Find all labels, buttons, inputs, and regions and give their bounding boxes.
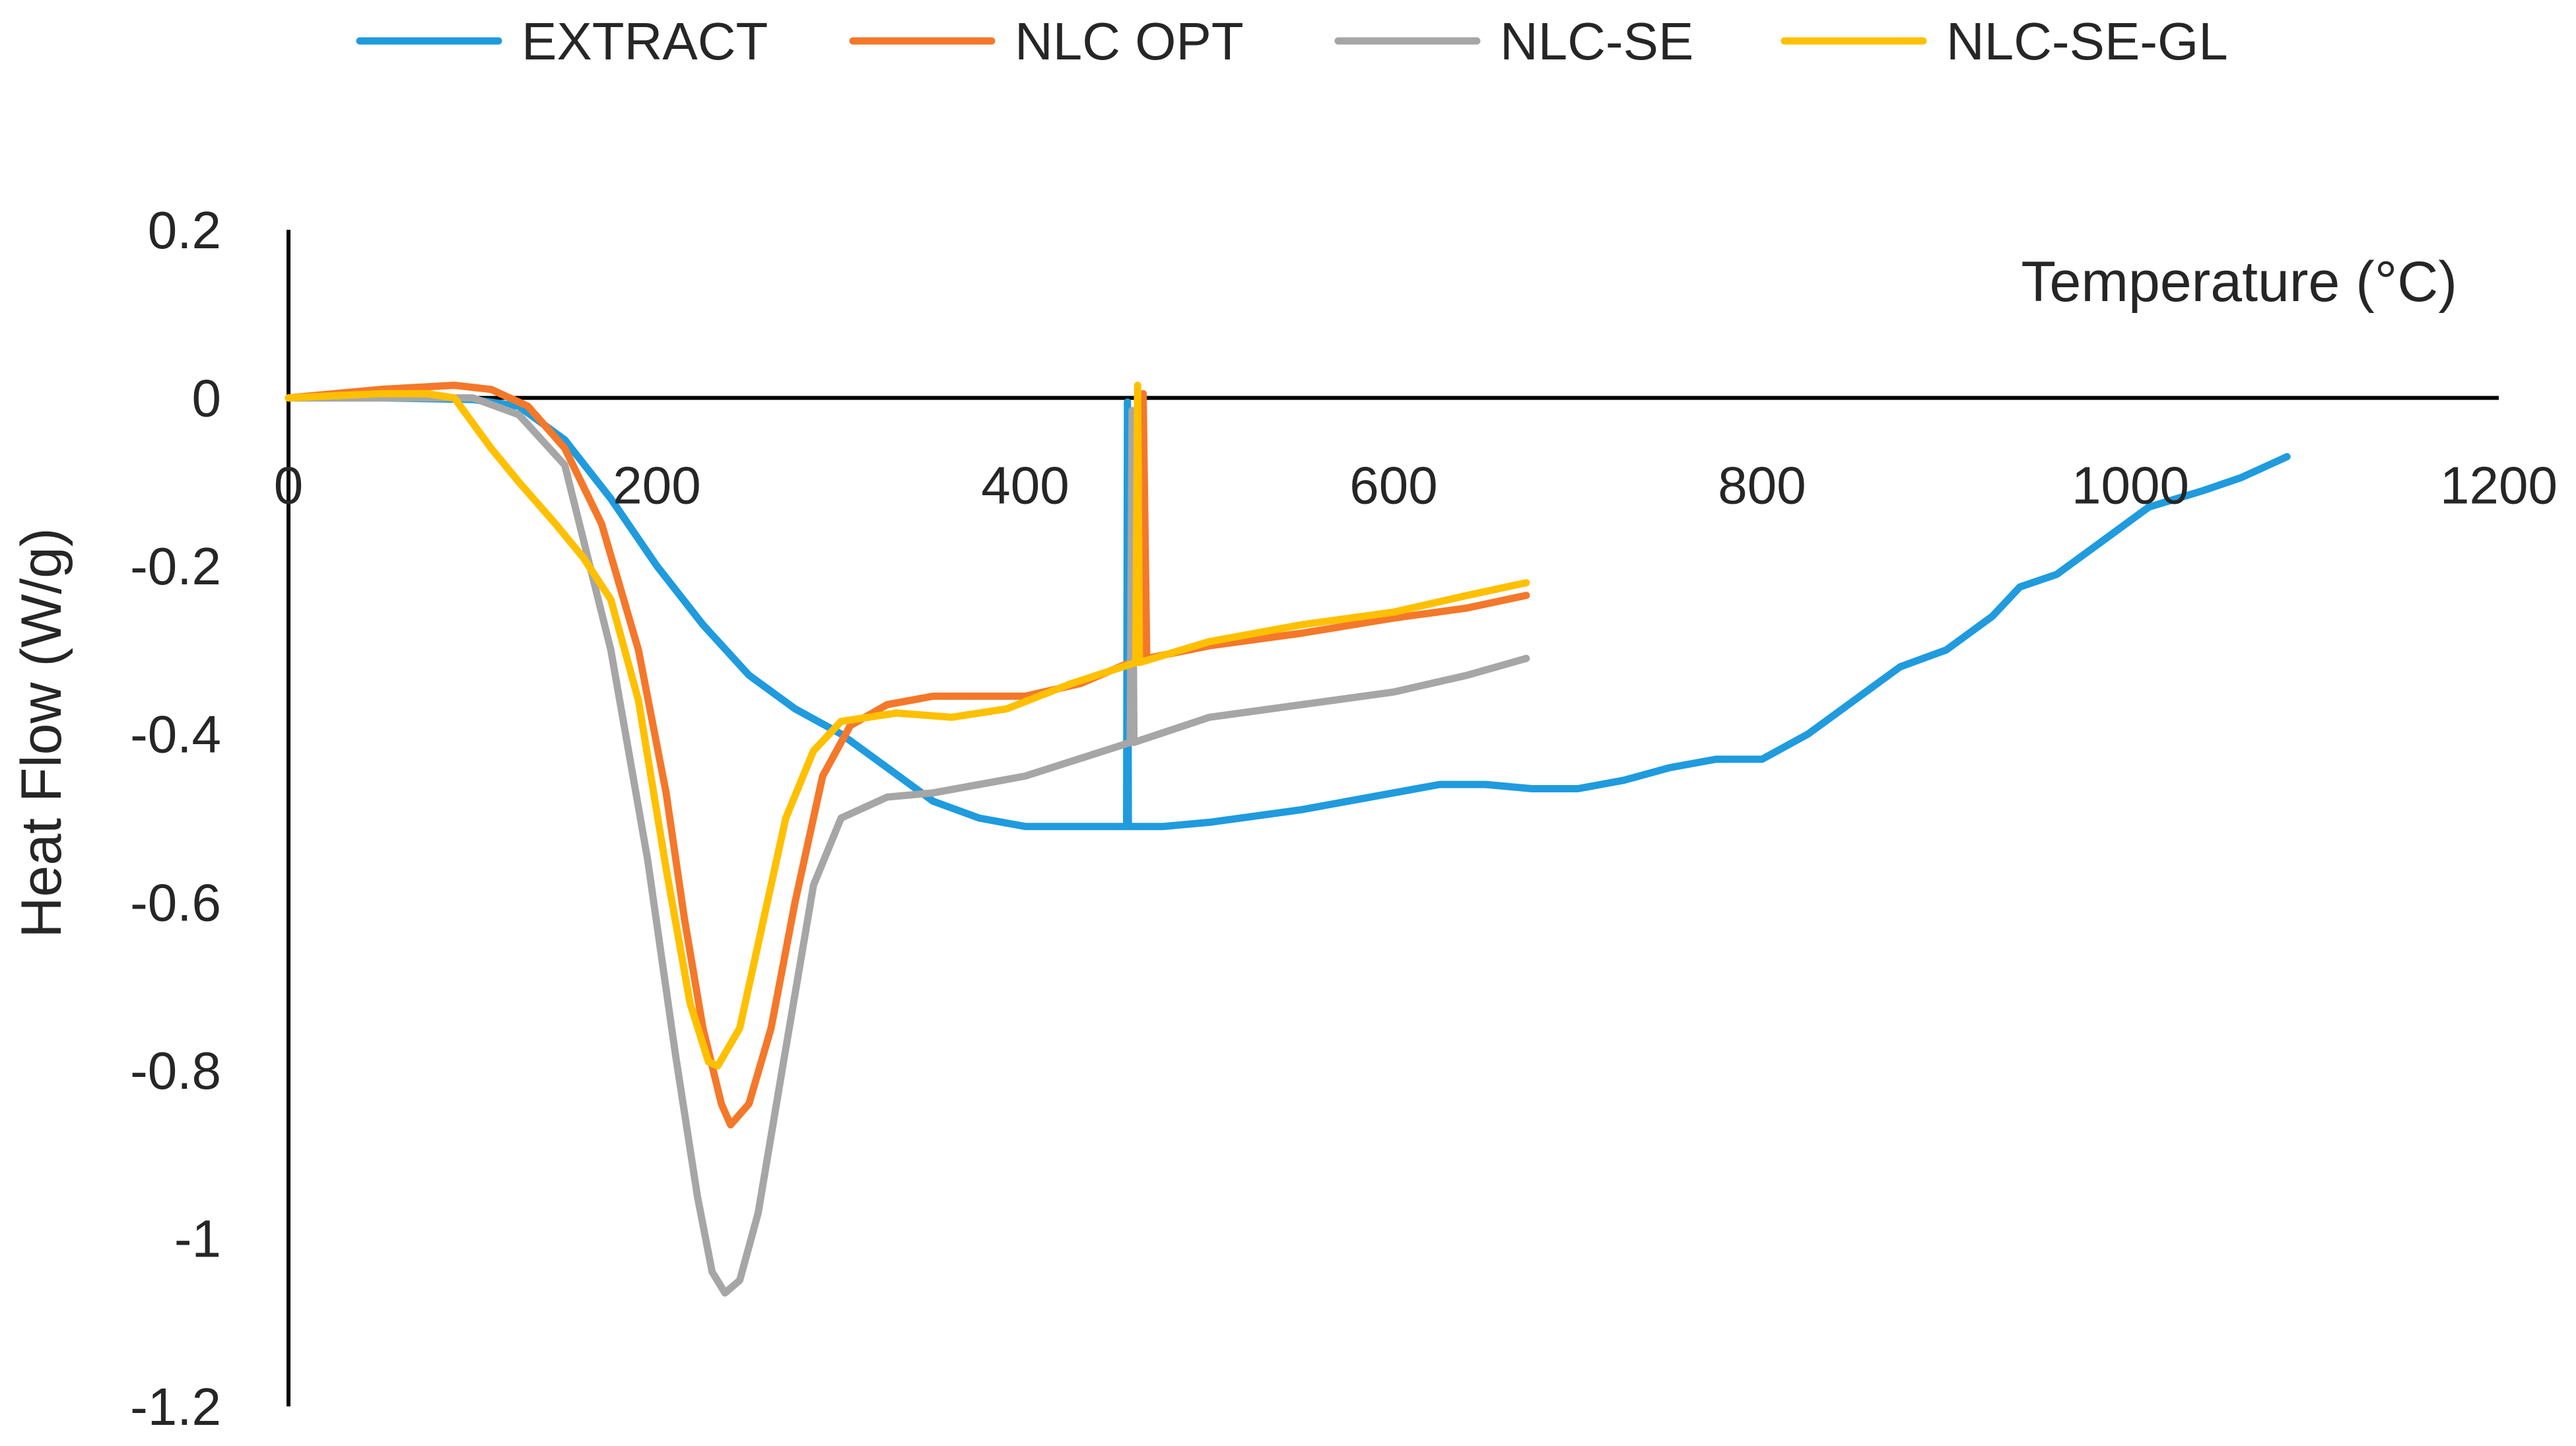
legend-label: NLC-SE [1500,12,1693,71]
x-tick-label: 1000 [2072,456,2189,515]
x-tick-label: 1200 [2440,456,2558,515]
x-tick-label: 0 [274,456,304,515]
x-axis-title: Temperature (°C) [2021,250,2457,314]
series-layer [285,382,2291,1297]
y-tick-label: -0.6 [130,873,221,932]
legend-label: EXTRACT [522,12,768,71]
x-tick-label: 400 [981,456,1069,515]
x-tick-labels: 0 200 400 600 800 1000 1200 [274,456,2558,515]
series-line-nlc-se-gl [285,382,1530,1070]
series-line-extract [285,394,2291,831]
y-tick-label: -0.4 [130,705,221,764]
legend: EXTRACT NLC OPT NLC-SE NLC-SE-GL [356,12,2228,71]
y-tick-labels: 0.2 0 -0.2 -0.4 -0.6 -0.8 -1 -1.2 [130,201,221,1436]
series-line-nlc-opt [285,382,1530,1129]
y-tick-label: -1 [174,1209,221,1268]
y-tick-label: -1.2 [130,1377,221,1436]
y-tick-label: 0.2 [148,201,221,259]
x-tick-label: 600 [1349,456,1437,515]
axes [287,230,2499,1406]
y-tick-label: 0 [192,369,222,428]
legend-label: NLC-SE-GL [1946,12,2228,71]
y-tick-label: -0.2 [130,537,221,596]
x-tick-label: 200 [613,456,700,515]
series-line-nlc-se [285,394,1530,1297]
y-tick-label: -0.8 [130,1041,221,1100]
x-tick-label: 800 [1718,456,1806,515]
legend-label: NLC OPT [1015,12,1244,71]
y-axis-title: Heat Flow (W/g) [10,528,73,938]
